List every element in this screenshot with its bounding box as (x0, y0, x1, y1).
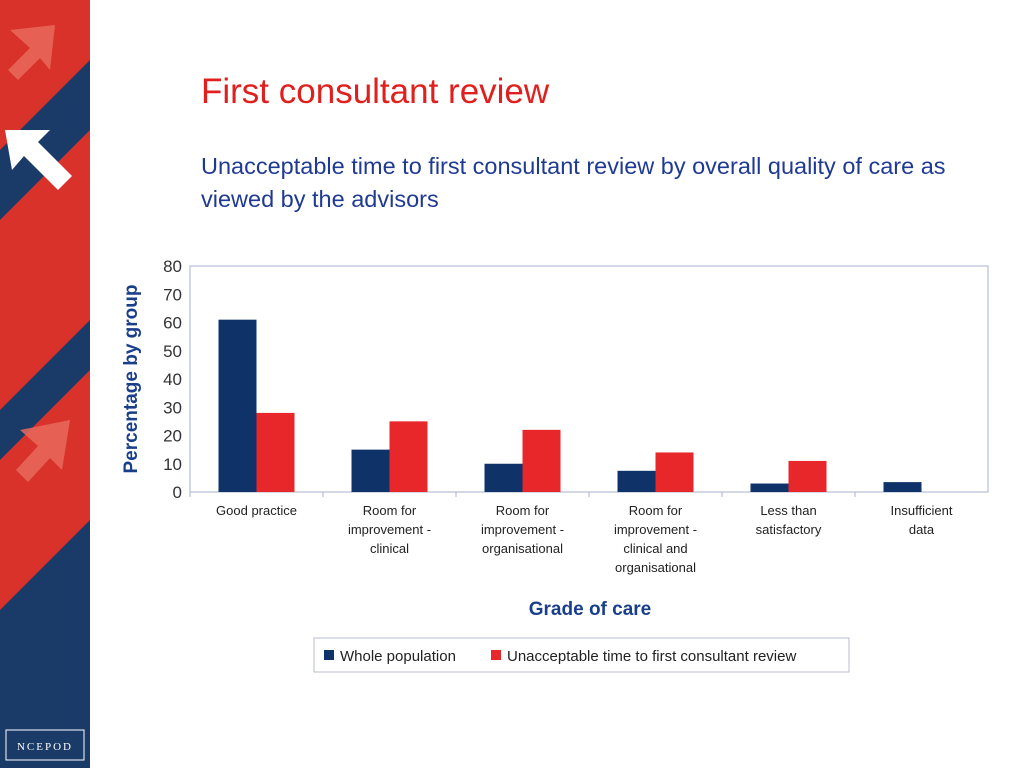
y-tick-label: 30 (163, 398, 182, 417)
plot-area-frame (189, 265, 989, 493)
x-category-label: Room for improvement -clinical and organis… (614, 503, 697, 575)
bar (351, 449, 390, 492)
ncepod-logo: NCEPOD (17, 741, 73, 753)
red-band-lower (0, 370, 90, 610)
arrow-lower-icon (16, 420, 70, 482)
bar (883, 482, 922, 492)
bar (655, 452, 694, 492)
arrow-white-icon (5, 130, 72, 190)
decorative-side-band: NCEPOD (0, 0, 90, 768)
y-tick-label: 50 (163, 342, 182, 361)
legend: Whole population Unacceptable time to fi… (313, 637, 850, 673)
side-band-graphic: NCEPOD (0, 0, 90, 761)
arrow-top-icon (8, 25, 55, 80)
legend-swatch-whole-population (324, 650, 334, 660)
legend-label-whole-population: Whole population (340, 648, 456, 665)
legend-frame (313, 637, 850, 673)
bar (617, 470, 656, 492)
bar (218, 319, 257, 492)
y-axis-ticks: 0 10 20 30 40 50 60 70 80 (163, 257, 182, 502)
y-tick-label: 20 (163, 427, 182, 446)
bar (484, 463, 523, 492)
bar (389, 421, 428, 492)
bar (522, 429, 561, 492)
y-tick-label: 80 (163, 257, 182, 276)
x-category-label: Room for improvement -clinical (348, 503, 431, 556)
y-tick-label: 70 (163, 285, 182, 304)
x-category-label: Less than satisfactory (756, 503, 822, 537)
y-tick-label: 60 (163, 314, 182, 333)
x-category-label: Room for improvement -organisational (481, 503, 564, 556)
legend-label-unacceptable-time: Unacceptable time to first consultant re… (507, 648, 796, 665)
legend-swatch-unacceptable-time (491, 650, 501, 660)
y-tick-label: 40 (163, 370, 182, 389)
x-axis-title: Grade of care (529, 599, 652, 620)
bar-chart: 0 10 20 30 40 50 60 70 80 Good practice Room for i… (121, 257, 989, 673)
slide-subtitle: Unacceptable time to first consultant re… (201, 153, 946, 212)
slide-title: First consultant review (201, 72, 550, 111)
y-axis-title: Percentage by group (121, 285, 142, 474)
bars (218, 319, 922, 492)
red-band-middle (0, 130, 90, 410)
y-tick-label: 10 (163, 455, 182, 474)
bar (788, 460, 827, 492)
x-category-label: Good practice (216, 503, 297, 518)
x-category-label: Insufficient data (891, 503, 953, 537)
bar (750, 483, 789, 492)
bar (256, 412, 295, 492)
x-axis-category-labels: Good practice Room for improvement -clinic… (189, 492, 953, 575)
ncepod-logo-box (5, 729, 85, 761)
y-tick-label: 0 (173, 483, 182, 502)
